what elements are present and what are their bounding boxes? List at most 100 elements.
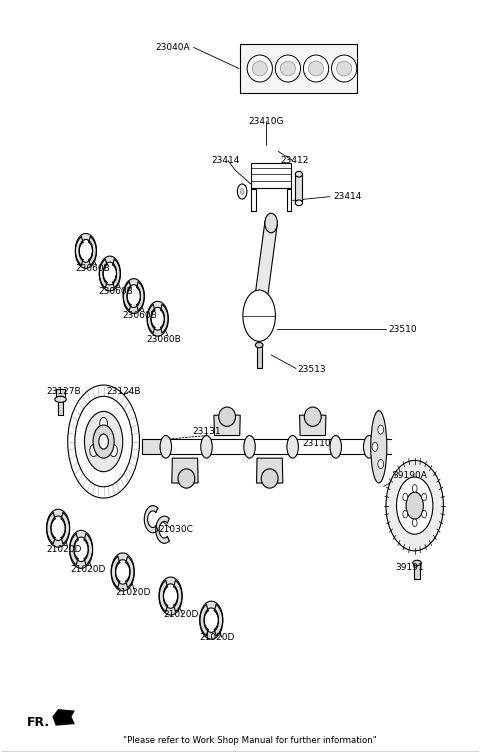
- Text: 23060B: 23060B: [147, 335, 181, 344]
- Circle shape: [412, 485, 417, 492]
- Bar: [287, 189, 291, 211]
- Circle shape: [265, 213, 277, 233]
- Polygon shape: [144, 506, 158, 533]
- Polygon shape: [200, 601, 223, 636]
- Polygon shape: [47, 513, 70, 547]
- Polygon shape: [52, 709, 75, 726]
- Ellipse shape: [55, 396, 66, 402]
- Bar: [251, 189, 256, 211]
- Polygon shape: [256, 458, 283, 483]
- Circle shape: [243, 290, 276, 341]
- Circle shape: [100, 418, 108, 430]
- Text: 21020D: 21020D: [46, 545, 82, 554]
- Circle shape: [68, 385, 140, 498]
- Text: 21020D: 21020D: [163, 610, 199, 619]
- Polygon shape: [123, 279, 144, 310]
- Text: 23060B: 23060B: [99, 287, 133, 296]
- Polygon shape: [172, 458, 198, 483]
- Circle shape: [84, 411, 123, 472]
- Ellipse shape: [330, 436, 341, 458]
- Text: 23410G: 23410G: [249, 117, 284, 126]
- Ellipse shape: [371, 411, 387, 483]
- Ellipse shape: [295, 171, 302, 177]
- Circle shape: [99, 434, 108, 449]
- Polygon shape: [70, 530, 93, 565]
- Text: FR.: FR.: [27, 716, 50, 729]
- Ellipse shape: [252, 61, 267, 76]
- Polygon shape: [200, 605, 223, 639]
- Polygon shape: [75, 233, 96, 265]
- Polygon shape: [300, 415, 326, 436]
- Circle shape: [378, 460, 384, 469]
- Circle shape: [238, 184, 247, 199]
- Text: 23513: 23513: [298, 365, 326, 374]
- Ellipse shape: [336, 61, 352, 76]
- Ellipse shape: [244, 436, 255, 458]
- Bar: [295, 174, 302, 203]
- Polygon shape: [123, 282, 144, 313]
- Ellipse shape: [332, 55, 357, 82]
- Ellipse shape: [309, 61, 324, 76]
- Polygon shape: [111, 553, 134, 587]
- Text: 21020D: 21020D: [199, 633, 235, 642]
- Circle shape: [372, 442, 378, 451]
- Circle shape: [422, 493, 427, 501]
- Text: 39190A: 39190A: [393, 471, 427, 480]
- Text: 39191: 39191: [396, 563, 424, 572]
- Text: 23412: 23412: [281, 156, 309, 165]
- Circle shape: [378, 425, 384, 434]
- Ellipse shape: [276, 55, 300, 82]
- Bar: [240, 44, 357, 93]
- Circle shape: [110, 445, 118, 457]
- Circle shape: [93, 425, 114, 458]
- Bar: [142, 439, 161, 455]
- Text: 21020D: 21020D: [70, 565, 106, 574]
- Circle shape: [396, 477, 433, 535]
- Ellipse shape: [160, 436, 171, 458]
- Text: 23060B: 23060B: [75, 264, 109, 273]
- Ellipse shape: [295, 200, 302, 205]
- Text: 21030C: 21030C: [158, 525, 193, 535]
- Ellipse shape: [255, 343, 263, 348]
- Text: 23127B: 23127B: [46, 387, 81, 396]
- Text: 21020D: 21020D: [116, 588, 151, 596]
- Ellipse shape: [304, 407, 321, 427]
- Circle shape: [406, 492, 423, 519]
- Polygon shape: [99, 259, 120, 291]
- Text: 23131: 23131: [192, 427, 221, 436]
- Text: 23124B: 23124B: [106, 387, 141, 396]
- Bar: [251, 162, 291, 188]
- Polygon shape: [147, 301, 168, 333]
- Text: 23040A: 23040A: [155, 43, 190, 52]
- Circle shape: [75, 396, 132, 487]
- Polygon shape: [99, 256, 120, 288]
- Circle shape: [240, 189, 244, 195]
- Ellipse shape: [363, 436, 375, 458]
- Bar: [56, 389, 65, 398]
- Circle shape: [90, 445, 97, 457]
- Polygon shape: [159, 577, 182, 612]
- Bar: [414, 563, 420, 580]
- Text: 23510: 23510: [388, 325, 417, 334]
- Ellipse shape: [247, 55, 273, 82]
- Polygon shape: [70, 534, 93, 569]
- Circle shape: [386, 461, 444, 551]
- Ellipse shape: [280, 61, 296, 76]
- Ellipse shape: [201, 436, 212, 458]
- Polygon shape: [214, 415, 240, 436]
- Polygon shape: [75, 237, 96, 268]
- Text: "Please refer to Work Shop Manual for further information": "Please refer to Work Shop Manual for fu…: [122, 736, 376, 745]
- Polygon shape: [159, 581, 182, 615]
- Circle shape: [422, 510, 427, 518]
- Text: 23414: 23414: [212, 156, 240, 165]
- Polygon shape: [47, 509, 70, 544]
- Ellipse shape: [413, 560, 421, 565]
- Ellipse shape: [178, 469, 195, 488]
- Bar: [58, 396, 63, 415]
- Bar: [257, 345, 262, 368]
- Circle shape: [412, 519, 417, 526]
- Text: 23060B: 23060B: [123, 311, 157, 320]
- Polygon shape: [111, 556, 134, 591]
- Ellipse shape: [219, 407, 236, 427]
- Circle shape: [403, 510, 408, 518]
